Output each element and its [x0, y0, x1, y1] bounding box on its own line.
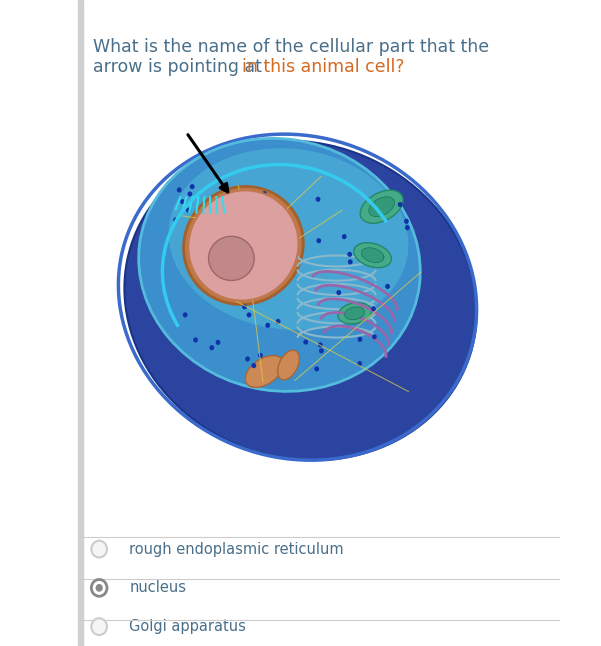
Circle shape: [347, 252, 352, 257]
Ellipse shape: [139, 138, 420, 391]
Circle shape: [190, 184, 195, 189]
Circle shape: [342, 234, 347, 239]
Ellipse shape: [338, 303, 371, 324]
Ellipse shape: [360, 190, 403, 224]
Circle shape: [258, 353, 263, 358]
Circle shape: [180, 199, 185, 204]
Circle shape: [404, 218, 409, 224]
Circle shape: [220, 276, 225, 281]
Circle shape: [358, 337, 362, 342]
Circle shape: [188, 191, 192, 196]
Circle shape: [318, 342, 323, 348]
Circle shape: [216, 340, 221, 345]
Ellipse shape: [168, 148, 409, 330]
Bar: [78, 0, 83, 646]
Circle shape: [379, 255, 384, 260]
Text: Golgi apparatus: Golgi apparatus: [129, 619, 246, 634]
Circle shape: [265, 323, 270, 328]
Text: rough endoplasmic reticulum: rough endoplasmic reticulum: [129, 541, 344, 557]
Circle shape: [206, 220, 210, 225]
Text: What is the name of the cellular part that the: What is the name of the cellular part th…: [93, 37, 489, 56]
Circle shape: [201, 279, 206, 284]
Circle shape: [281, 223, 286, 228]
Ellipse shape: [209, 236, 254, 280]
Circle shape: [314, 366, 319, 371]
Circle shape: [246, 312, 251, 317]
FancyArrowPatch shape: [188, 135, 228, 192]
Text: in this animal cell?: in this animal cell?: [242, 57, 404, 76]
Ellipse shape: [188, 191, 299, 300]
Ellipse shape: [369, 197, 394, 216]
Circle shape: [247, 275, 252, 280]
Circle shape: [173, 217, 178, 222]
Circle shape: [177, 187, 182, 193]
Circle shape: [96, 584, 103, 592]
Circle shape: [91, 541, 107, 557]
Circle shape: [91, 618, 107, 635]
Circle shape: [239, 270, 244, 275]
Ellipse shape: [245, 355, 284, 388]
Circle shape: [276, 319, 281, 324]
Circle shape: [398, 202, 403, 207]
Ellipse shape: [124, 141, 477, 460]
Circle shape: [319, 348, 324, 353]
Ellipse shape: [344, 307, 365, 320]
Circle shape: [337, 290, 341, 295]
Circle shape: [209, 345, 214, 350]
Ellipse shape: [278, 350, 299, 380]
Circle shape: [251, 363, 256, 368]
Circle shape: [183, 312, 188, 317]
Circle shape: [245, 274, 250, 279]
Text: nucleus: nucleus: [129, 580, 186, 596]
Ellipse shape: [361, 247, 384, 263]
Circle shape: [405, 225, 410, 230]
Circle shape: [262, 191, 267, 196]
Text: arrow is pointing at: arrow is pointing at: [93, 57, 267, 76]
Circle shape: [234, 247, 239, 252]
Circle shape: [242, 304, 247, 309]
Circle shape: [348, 259, 353, 264]
Circle shape: [316, 238, 321, 244]
Circle shape: [358, 361, 362, 366]
Circle shape: [372, 334, 377, 339]
Ellipse shape: [183, 187, 304, 304]
Circle shape: [193, 337, 198, 342]
Circle shape: [91, 579, 107, 596]
Ellipse shape: [354, 243, 391, 267]
Circle shape: [371, 306, 376, 311]
Circle shape: [304, 340, 308, 345]
Circle shape: [245, 357, 250, 362]
Circle shape: [385, 284, 390, 289]
Circle shape: [186, 207, 191, 213]
Circle shape: [316, 196, 320, 202]
